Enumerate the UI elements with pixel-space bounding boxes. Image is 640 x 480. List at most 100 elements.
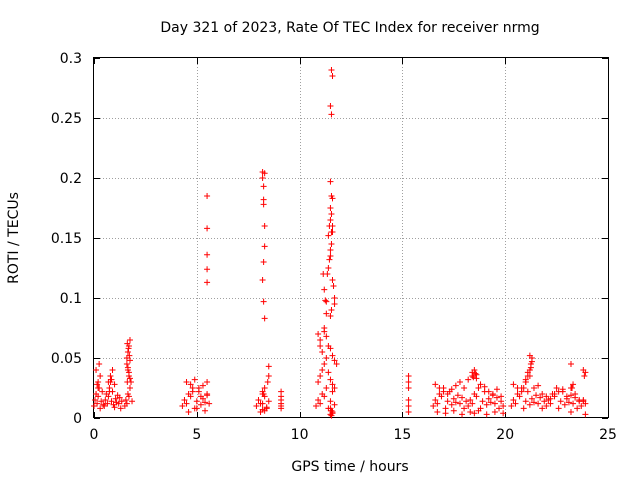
data-point [520, 385, 527, 391]
data-point [204, 225, 211, 232]
data-point [124, 379, 131, 385]
data-point [94, 400, 101, 407]
data-point [465, 376, 472, 383]
data-point [329, 381, 336, 388]
data-point [327, 253, 334, 259]
data-point [108, 376, 115, 383]
data-point [325, 232, 332, 239]
data-point [327, 178, 334, 185]
data-point [405, 397, 412, 403]
data-point [202, 399, 209, 406]
data-point [204, 391, 211, 397]
data-point [261, 315, 268, 322]
data-point [567, 361, 574, 367]
data-point [518, 388, 525, 395]
data-point [467, 409, 474, 415]
data-point [109, 367, 116, 373]
data-point [319, 367, 326, 373]
data-point [112, 395, 119, 402]
y-tick-label: 0.25 [51, 111, 82, 127]
data-point [179, 403, 186, 409]
data-point [469, 400, 476, 407]
data-point [510, 381, 517, 388]
data-point [331, 401, 338, 408]
data-point [330, 283, 337, 289]
data-point [543, 393, 550, 400]
data-point [107, 373, 114, 379]
data-point [331, 301, 338, 307]
data-point [206, 400, 213, 407]
x-tick-label: 5 [192, 427, 201, 443]
data-point [405, 379, 412, 385]
data-point [580, 398, 587, 405]
data-point [333, 361, 340, 367]
data-point [514, 385, 521, 391]
data-point [574, 405, 581, 412]
data-point [524, 369, 531, 376]
data-point [500, 410, 507, 417]
data-point [325, 265, 332, 271]
chart-title: Day 321 of 2023, Rate Of TEC Index for r… [160, 20, 539, 36]
data-point [104, 400, 111, 407]
data-point [405, 403, 412, 409]
data-point [450, 407, 457, 414]
data-point [329, 277, 336, 283]
data-point [520, 405, 527, 412]
data-point [452, 382, 459, 389]
y-tick-label: 0.15 [51, 231, 82, 247]
data-point [448, 386, 455, 393]
data-point [118, 398, 125, 405]
data-point [187, 393, 194, 400]
data-point [115, 400, 122, 407]
data-point [126, 357, 133, 364]
x-tick-label: 10 [291, 427, 309, 443]
data-point [98, 398, 105, 405]
data-point [187, 381, 194, 388]
data-point [572, 391, 579, 397]
data-point [321, 393, 328, 400]
data-point [581, 373, 588, 379]
data-point [459, 394, 466, 401]
data-point [91, 403, 97, 409]
data-point [204, 266, 211, 273]
data-point [124, 364, 131, 371]
data-point [487, 399, 494, 406]
data-point [95, 385, 102, 391]
data-point [526, 401, 533, 408]
data-point [327, 376, 334, 383]
data-point [261, 243, 268, 250]
data-point [493, 394, 500, 401]
data-point [327, 247, 334, 253]
data-point [329, 388, 336, 395]
data-point [533, 392, 540, 399]
data-point [97, 373, 104, 379]
data-point [331, 295, 338, 301]
data-point [265, 363, 272, 370]
data-point [181, 397, 188, 403]
data-point [93, 391, 100, 397]
data-point [570, 381, 577, 388]
data-point [328, 307, 335, 313]
plot-frame [93, 57, 609, 418]
data-point [265, 398, 272, 405]
data-point [438, 393, 445, 400]
data-point [326, 256, 333, 263]
data-point [434, 409, 441, 415]
data-point [444, 398, 451, 405]
data-point [122, 397, 129, 403]
data-point [185, 409, 192, 415]
data-point [129, 398, 136, 405]
data-point [471, 410, 478, 417]
data-point [111, 381, 118, 388]
data-point [117, 405, 124, 412]
data-point [535, 400, 542, 407]
data-point [325, 369, 332, 376]
x-axis-label: GPS time / hours [291, 459, 408, 475]
y-tick-label: 0.05 [51, 351, 82, 367]
data-point [261, 407, 268, 414]
data-point [328, 229, 335, 235]
data-point [204, 379, 211, 385]
data-point [327, 313, 334, 319]
data-point [535, 382, 542, 389]
